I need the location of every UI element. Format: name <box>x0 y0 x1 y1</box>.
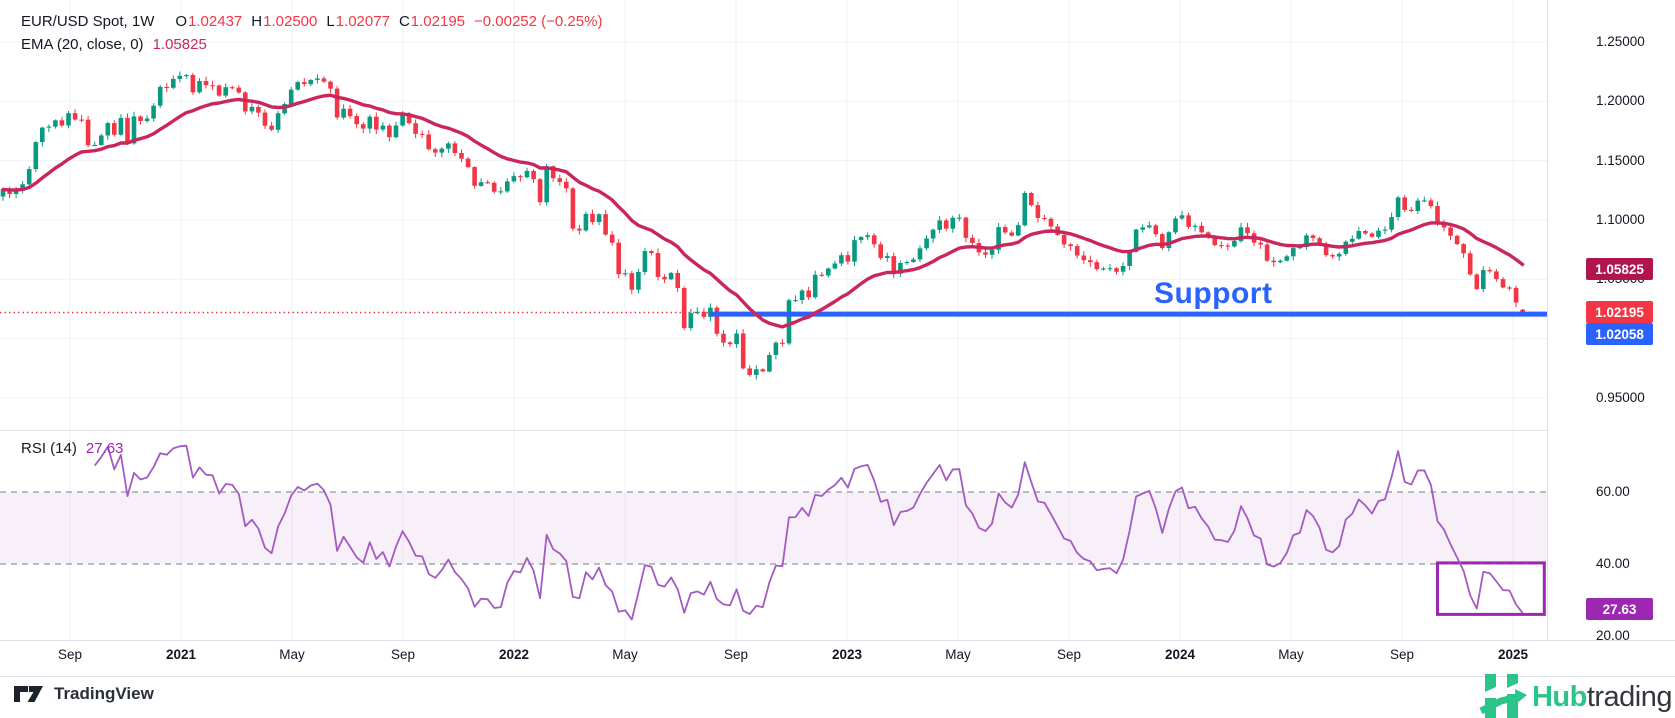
tradingview-logo[interactable]: TradingView <box>13 684 154 704</box>
hubtrading-logo[interactable]: Hubtrading <box>1479 673 1673 718</box>
price-axis-label: 1.10000 <box>1596 212 1645 227</box>
rsi-value-badge: 27.63 <box>1586 598 1653 620</box>
change-value: −0.00252 (−0.25%) <box>474 13 603 30</box>
time-axis-label: Sep <box>57 647 83 662</box>
support-annotation-label[interactable]: Support <box>1154 277 1273 310</box>
pane-separator[interactable] <box>0 430 1675 431</box>
ema-price-badge: 1.05825 <box>1586 258 1653 280</box>
price-axis-border <box>1547 0 1548 676</box>
time-axis[interactable]: Sep 2021 May Sep 2022 May Sep 2023 May Sep 2024 May… <box>0 641 1675 676</box>
price-axis-label: 1.20000 <box>1596 93 1645 108</box>
time-axis-label: Sep <box>723 647 749 662</box>
time-axis-label: May <box>612 647 638 662</box>
close-value: 1.02195 <box>410 13 466 30</box>
time-axis-label: 2022 <box>498 647 530 662</box>
trading-dark-text: trading <box>1586 680 1673 713</box>
tradingview-icon <box>14 686 43 702</box>
time-axis-label: 2023 <box>831 647 863 662</box>
rsi-axis-label: 60.00 <box>1596 484 1630 499</box>
close-label: C <box>398 13 410 30</box>
ema-name: EMA (20, close, 0) <box>21 36 144 53</box>
price-axis-label: 0.95000 <box>1596 390 1645 405</box>
time-axis-label: May <box>1278 647 1304 662</box>
ema-value: 1.05825 <box>152 36 207 53</box>
open-label: O <box>175 13 188 30</box>
symbol-legend[interactable]: EUR/USD Spot, 1W O1.02437 H1.02500 L1.02077… <box>21 13 602 30</box>
time-axis-label: 2021 <box>165 647 197 662</box>
footer-border <box>0 676 1675 677</box>
tradingview-text: TradingView <box>54 684 154 703</box>
time-axis-label: 2024 <box>1164 647 1196 662</box>
price-axis-label: 1.15000 <box>1596 153 1645 168</box>
footer: TradingView Hubtrading <box>0 674 1675 718</box>
hubtrading-icon <box>1479 674 1527 718</box>
open-value: 1.02437 <box>188 13 243 30</box>
high-value: 1.02500 <box>263 13 318 30</box>
hub-green-text: Hub <box>1531 680 1587 713</box>
time-axis-border <box>0 640 1675 641</box>
time-axis-label: May <box>279 647 305 662</box>
low-label: L <box>326 13 335 30</box>
low-value: 1.02077 <box>335 13 390 30</box>
hubtrading-text: Hubtrading <box>1531 680 1673 714</box>
time-axis-label: 2025 <box>1497 647 1529 662</box>
high-label: H <box>251 13 263 30</box>
rsi-name: RSI (14) <box>21 440 77 457</box>
time-axis-label: Sep <box>390 647 416 662</box>
time-axis-label: Sep <box>1389 647 1415 662</box>
last-price-badge: 1.02195 <box>1586 301 1653 323</box>
support-price-badge: 1.02058 <box>1586 323 1653 345</box>
symbol-title: EUR/USD Spot, 1W <box>21 13 155 30</box>
rsi-legend[interactable]: RSI (14) 27.63 <box>21 440 123 457</box>
time-axis-label: May <box>945 647 971 662</box>
ema-legend[interactable]: EMA (20, close, 0) 1.05825 <box>21 36 207 53</box>
price-axis-label: 1.25000 <box>1596 34 1645 49</box>
rsi-axis-label: 20.00 <box>1596 628 1630 643</box>
rsi-value: 27.63 <box>85 440 124 457</box>
rsi-axis-label: 40.00 <box>1596 556 1630 571</box>
time-axis-label: Sep <box>1056 647 1082 662</box>
